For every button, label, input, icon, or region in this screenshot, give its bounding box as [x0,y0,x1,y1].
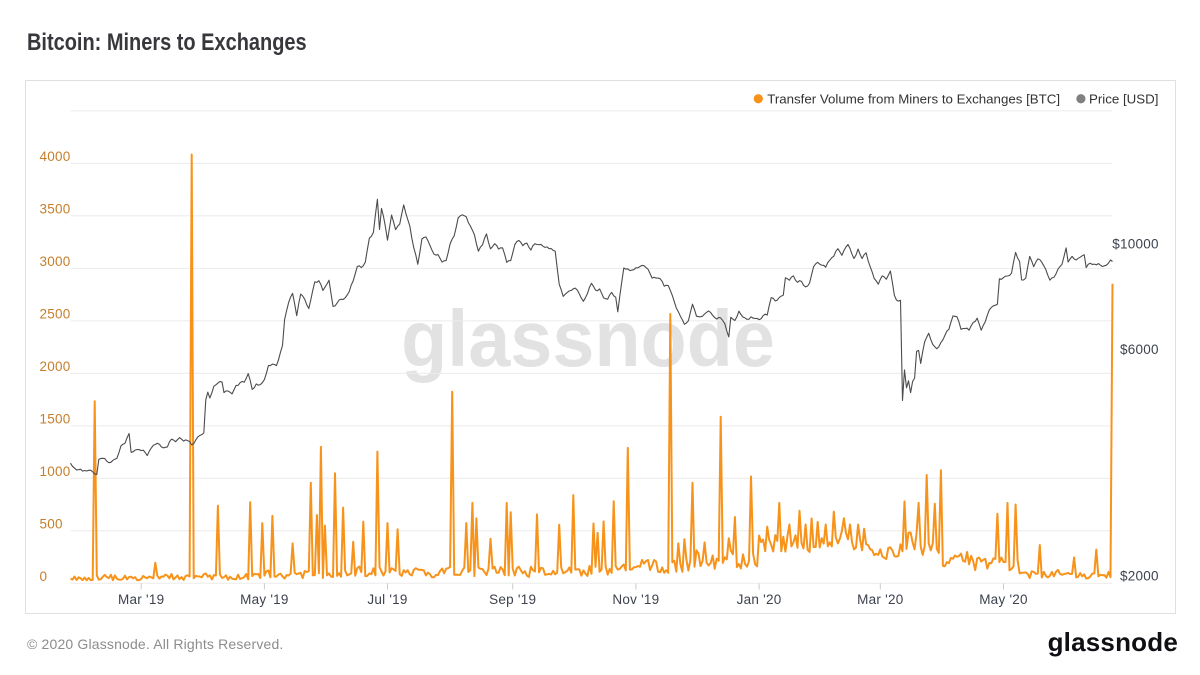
svg-text:May '19: May '19 [240,592,289,607]
svg-text:0: 0 [40,569,48,584]
svg-text:Mar '20: Mar '20 [857,592,903,607]
svg-text:2000: 2000 [40,359,71,374]
svg-text:May '20: May '20 [979,592,1028,607]
svg-text:Price [USD]: Price [USD] [1089,92,1158,107]
svg-text:Transfer Volume from Miners to: Transfer Volume from Miners to Exchanges… [767,92,1060,107]
svg-text:1000: 1000 [40,464,71,479]
svg-text:Jul '19: Jul '19 [367,592,407,607]
svg-text:Mar '19: Mar '19 [118,592,164,607]
svg-text:$10000: $10000 [1112,237,1159,252]
svg-text:Sep '19: Sep '19 [489,592,536,607]
svg-text:2500: 2500 [40,307,71,322]
svg-text:Nov '19: Nov '19 [612,592,659,607]
svg-text:3500: 3500 [40,202,71,217]
svg-text:$6000: $6000 [1120,342,1159,357]
svg-text:Jan '20: Jan '20 [737,592,782,607]
svg-text:1500: 1500 [40,412,71,427]
svg-text:4000: 4000 [40,149,71,164]
svg-text:$2000: $2000 [1120,568,1159,583]
svg-text:3000: 3000 [40,254,71,269]
svg-text:500: 500 [40,517,63,532]
